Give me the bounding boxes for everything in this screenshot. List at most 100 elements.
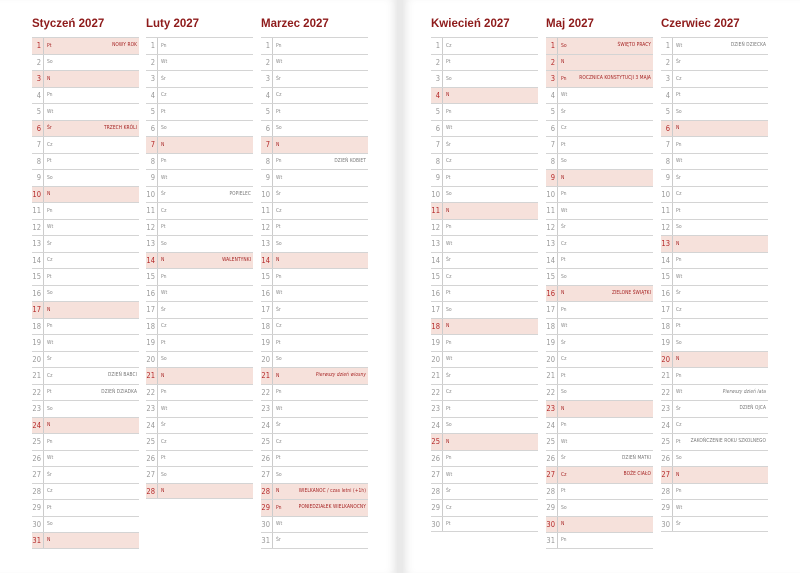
day-row[interactable]: 1 Pn xyxy=(146,37,253,54)
day-row[interactable]: 16 N ZIELONE ŚWIĄTKI xyxy=(546,284,653,301)
day-row[interactable]: 26 Pt xyxy=(146,449,253,466)
day-row[interactable]: 18 Cz xyxy=(146,317,253,334)
day-row[interactable]: 11 Cz xyxy=(146,202,253,219)
day-row[interactable]: 5 Wt xyxy=(32,103,139,120)
day-row[interactable]: 27 N xyxy=(661,466,768,483)
day-row[interactable]: 4 Cz xyxy=(146,86,253,103)
day-row[interactable]: 19 Pt xyxy=(146,334,253,351)
day-row[interactable]: 6 Śr TRZECH KRÓLI xyxy=(32,119,139,136)
day-row[interactable]: 13 So xyxy=(146,235,253,252)
day-row[interactable]: 27 Wt xyxy=(431,466,538,483)
day-row[interactable]: 10 N xyxy=(32,185,139,202)
day-row[interactable]: 21 Pn xyxy=(661,367,768,384)
day-row[interactable]: 29 Cz xyxy=(431,499,538,516)
day-row[interactable]: 7 Pt xyxy=(546,136,653,153)
day-row[interactable]: 25 N xyxy=(431,433,538,450)
day-row[interactable]: 29 So xyxy=(546,499,653,516)
day-row[interactable]: 12 Wt xyxy=(32,218,139,235)
day-row[interactable]: 9 Wt xyxy=(261,169,368,186)
day-row[interactable]: 12 Pn xyxy=(431,218,538,235)
day-row[interactable]: 15 So xyxy=(546,268,653,285)
day-row[interactable]: 14 Śr xyxy=(431,251,538,268)
day-row[interactable]: 28 Cz xyxy=(32,482,139,499)
day-row[interactable]: 25 Wt xyxy=(546,433,653,450)
day-row[interactable]: 1 Pn xyxy=(261,37,368,54)
day-row[interactable]: 8 Wt xyxy=(661,152,768,169)
day-row[interactable]: 17 Pn xyxy=(546,301,653,318)
day-row[interactable]: 14 N WALENTYNKI xyxy=(146,251,253,268)
day-row[interactable]: 15 Wt xyxy=(661,268,768,285)
day-row[interactable]: 11 Cz xyxy=(261,202,368,219)
day-row[interactable]: 30 Pt xyxy=(431,515,538,532)
day-row[interactable]: 13 N xyxy=(661,235,768,252)
day-row[interactable]: 20 So xyxy=(261,350,368,367)
day-row[interactable]: 1 Pt NOWY ROK xyxy=(32,37,139,54)
day-row[interactable]: 21 N Pierwszy dzień wiosny xyxy=(261,367,368,384)
day-row[interactable]: 5 Pt xyxy=(146,103,253,120)
day-row[interactable]: 19 Wt xyxy=(32,334,139,351)
day-row[interactable]: 26 Wt xyxy=(32,449,139,466)
day-row[interactable]: 16 Wt xyxy=(146,284,253,301)
day-row[interactable]: 25 Cz xyxy=(261,433,368,450)
day-row[interactable]: 26 Pt xyxy=(261,449,368,466)
day-row[interactable]: 4 Wt xyxy=(546,86,653,103)
day-row[interactable]: 28 Pt xyxy=(546,482,653,499)
day-row[interactable]: 30 Śr xyxy=(661,515,768,532)
day-row[interactable]: 28 Śr xyxy=(431,482,538,499)
day-row[interactable]: 29 Pn PONIEDZIAŁEK WIELKANOCNY xyxy=(261,499,368,516)
day-row[interactable]: 13 So xyxy=(261,235,368,252)
day-row[interactable]: 9 Wt xyxy=(146,169,253,186)
day-row[interactable]: 28 Pn xyxy=(661,482,768,499)
day-row[interactable]: 18 Pt xyxy=(661,317,768,334)
day-row[interactable]: 16 So xyxy=(32,284,139,301)
day-row[interactable]: 31 Pn xyxy=(546,532,653,549)
day-row[interactable]: 23 Śr DZIEŃ OJCA xyxy=(661,400,768,417)
day-row[interactable]: 13 Wt xyxy=(431,235,538,252)
day-row[interactable]: 26 So xyxy=(661,449,768,466)
day-row[interactable]: 18 Pn xyxy=(32,317,139,334)
day-row[interactable]: 14 N xyxy=(261,251,368,268)
day-row[interactable]: 10 Cz xyxy=(661,185,768,202)
day-row[interactable]: 12 So xyxy=(661,218,768,235)
day-row[interactable]: 31 N xyxy=(32,532,139,549)
day-row[interactable]: 9 Pt xyxy=(431,169,538,186)
day-row[interactable]: 11 Wt xyxy=(546,202,653,219)
day-row[interactable]: 14 Pt xyxy=(546,251,653,268)
day-row[interactable]: 22 So xyxy=(546,383,653,400)
day-row[interactable]: 12 Pt xyxy=(261,218,368,235)
day-row[interactable]: 17 Śr xyxy=(146,301,253,318)
day-row[interactable]: 3 Śr xyxy=(146,70,253,87)
day-row[interactable]: 6 Cz xyxy=(546,119,653,136)
day-row[interactable]: 16 Wt xyxy=(261,284,368,301)
day-row[interactable]: 6 So xyxy=(261,119,368,136)
day-row[interactable]: 15 Pn xyxy=(146,268,253,285)
day-row[interactable]: 17 Cz xyxy=(661,301,768,318)
day-row[interactable]: 10 Pn xyxy=(546,185,653,202)
day-row[interactable]: 30 N xyxy=(546,515,653,532)
day-row[interactable]: 20 N xyxy=(661,350,768,367)
day-row[interactable]: 27 So xyxy=(261,466,368,483)
day-row[interactable]: 7 Śr xyxy=(431,136,538,153)
day-row[interactable]: 22 Pn xyxy=(146,383,253,400)
day-row[interactable]: 11 N xyxy=(431,202,538,219)
day-row[interactable]: 9 So xyxy=(32,169,139,186)
day-row[interactable]: 12 Śr xyxy=(546,218,653,235)
day-row[interactable]: 2 Wt xyxy=(261,53,368,70)
day-row[interactable]: 17 N xyxy=(32,301,139,318)
day-row[interactable]: 8 Pt xyxy=(32,152,139,169)
day-row[interactable]: 12 Pt xyxy=(146,218,253,235)
day-row[interactable]: 20 Śr xyxy=(32,350,139,367)
day-row[interactable]: 26 Pn xyxy=(431,449,538,466)
day-row[interactable]: 9 Śr xyxy=(661,169,768,186)
day-row[interactable]: 24 Śr xyxy=(261,416,368,433)
day-row[interactable]: 19 Pn xyxy=(431,334,538,351)
day-row[interactable]: 30 So xyxy=(32,515,139,532)
day-row[interactable]: 24 Pn xyxy=(546,416,653,433)
day-row[interactable]: 18 Wt xyxy=(546,317,653,334)
day-row[interactable]: 30 Wt xyxy=(261,515,368,532)
day-row[interactable]: 21 Śr xyxy=(431,367,538,384)
